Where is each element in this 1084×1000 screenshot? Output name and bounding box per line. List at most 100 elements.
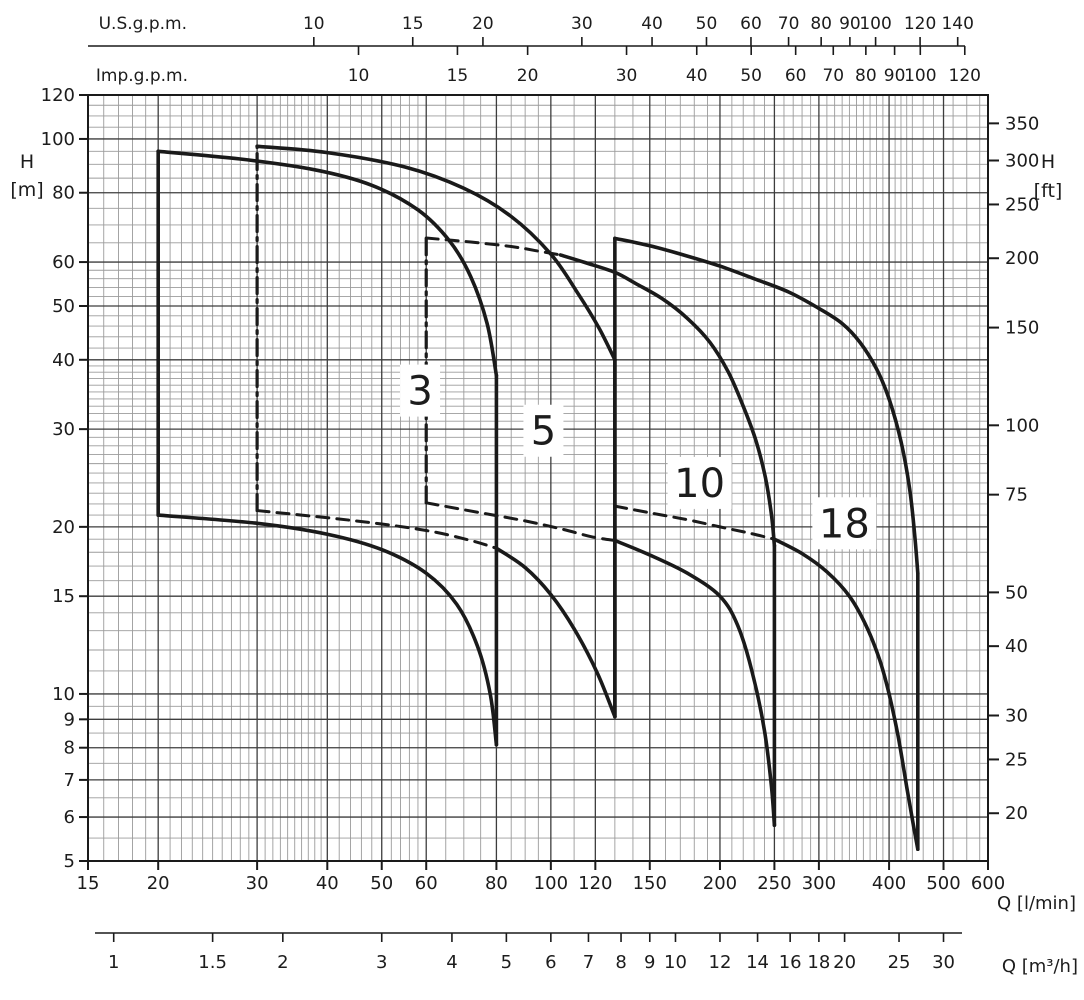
h-ft-tick-label: 200 (1005, 248, 1039, 269)
q-m3h-tick-label: 8 (615, 952, 626, 973)
h-m-tick-label: 30 (52, 419, 75, 440)
curve-label-box (667, 456, 732, 509)
h-axis-title-right: H (1041, 151, 1055, 173)
curve-label-box (812, 497, 877, 550)
h-m-tick-label: 8 (64, 738, 75, 759)
curve-label-18: 18 (812, 497, 877, 550)
model-18-max-curve (613, 236, 920, 575)
h-m-tick-label: 40 (52, 350, 75, 371)
plot-border (87, 94, 989, 862)
q-m3h-tick-label: 25 (888, 952, 911, 973)
curve-label-5: 5 (523, 404, 564, 457)
h-m-tick-label: 120 (41, 85, 75, 106)
us-gpm-tick-label: 60 (740, 14, 762, 34)
model-3-min-curve (156, 513, 499, 747)
h-m-tick-label: 10 (52, 684, 75, 705)
h-ft-tick-label: 50 (1005, 582, 1028, 603)
q-m3h-tick-label: 16 (779, 952, 802, 973)
q-lmin-tick-label: 500 (926, 873, 960, 894)
q-m3h-tick-label: 4 (446, 952, 457, 973)
q-lmin-tick-label: 100 (534, 873, 568, 894)
us-gpm-tick-label: 30 (571, 14, 593, 34)
model-5-max-curve (255, 144, 617, 362)
imp-gpm-tick-label: 90 (884, 66, 906, 86)
grid-major (87, 94, 989, 862)
imp-gpm-tick-label: 30 (616, 66, 638, 86)
axis-right-feet: 350 300 250 200 150 100 75 50 40 30 25 20 H [ft] (988, 113, 1062, 824)
q-lmin-tick-label: 60 (415, 873, 438, 894)
h-ft-tick-label: 25 (1005, 749, 1028, 770)
h-ft-tick-label: 100 (1005, 415, 1039, 436)
h-m-tick-label: 9 (64, 709, 75, 730)
q-m3h-tick-label: 2 (277, 952, 288, 973)
us-gpm-tick-label: 70 (778, 14, 800, 34)
q-lmin-axis-title: Q [l/min] (997, 893, 1076, 914)
q-lmin-tick-label: 400 (872, 873, 906, 894)
h-m-tick-label: 50 (52, 296, 75, 317)
h-axis-unit-m: [m] (10, 179, 43, 201)
h-ft-tick-label: 250 (1005, 194, 1039, 215)
imp-gpm-tick-label: 120 (949, 66, 981, 86)
us-gpm-tick-label: 20 (472, 14, 494, 34)
q-m3h-tick-label: 3 (376, 952, 387, 973)
imp-gpm-tick-label: 15 (447, 66, 469, 86)
q-m3h-tick-label: 6 (545, 952, 556, 973)
us-gpm-tick-label: 140 (941, 14, 973, 34)
h-ft-tick-label: 20 (1005, 803, 1028, 824)
h-m-tick-label: 5 (64, 851, 75, 872)
us-gpm-tick-label: 80 (810, 14, 832, 34)
curve-label-text: 18 (819, 501, 870, 547)
q-lmin-tick-label: 20 (147, 873, 170, 894)
curve-label-10: 10 (667, 456, 732, 509)
axis-bottom-m3h: 1 1.5 2 3 4 5 6 7 8 9 10 12 14 16 18 20 25 30 Q [m³/h] (95, 932, 1078, 977)
q-m3h-tick-label: 18 (807, 952, 830, 973)
curve-label-text: 10 (674, 461, 725, 507)
imp-gpm-tick-label: 20 (517, 66, 539, 86)
h-m-tick-label: 80 (52, 183, 75, 204)
us-gpm-axis-title: U.S.g.p.m. (99, 14, 187, 34)
h-ft-tick-label: 30 (1005, 706, 1028, 727)
h-ft-tick-label: 75 (1005, 485, 1028, 506)
us-gpm-tick-label: 40 (641, 14, 663, 34)
q-lmin-tick-label: 15 (77, 873, 100, 894)
q-lmin-tick-label: 50 (370, 873, 393, 894)
curve-label-text: 5 (531, 409, 556, 455)
us-gpm-tick-label: 50 (696, 14, 718, 34)
h-m-tick-label: 15 (52, 586, 75, 607)
h-ft-tick-label: 350 (1005, 113, 1039, 134)
imp-gpm-tick-label: 80 (855, 66, 877, 86)
q-m3h-tick-label: 1 (108, 952, 119, 973)
grid-minor (88, 95, 988, 861)
imp-gpm-axis-title: Imp.g.p.m. (96, 66, 188, 86)
q-lmin-tick-label: 120 (578, 873, 612, 894)
q-m3h-tick-label: 9 (644, 952, 655, 973)
model-10-max-curve-overlap (424, 236, 562, 257)
model-5-min-curve-overlap (255, 509, 498, 550)
model-5-min-curve (494, 546, 617, 719)
q-m3h-tick-label: 10 (664, 952, 687, 973)
imp-gpm-tick-label: 40 (686, 66, 708, 86)
q-lmin-tick-label: 250 (757, 873, 791, 894)
q-lmin-tick-label: 150 (633, 873, 667, 894)
axis-bottom-lmin: 15 20 30 40 50 60 80 100 120 150 200 250 300 400 500 60… (77, 861, 1076, 914)
h-m-tick-label: 100 (41, 129, 75, 150)
h-ft-tick-label: 40 (1005, 636, 1028, 657)
q-lmin-tick-label: 300 (802, 873, 836, 894)
axis-left-meters: 120 100 80 60 50 40 30 20 15 10 9 8 7 6 5 H [m] (10, 85, 88, 872)
model-10-min-curve-overlap (424, 501, 617, 542)
curve-label-box (523, 404, 564, 457)
imp-gpm-tick-label: 100 (904, 66, 936, 86)
q-m3h-tick-label: 20 (833, 952, 856, 973)
model-3-max-curve (156, 149, 499, 378)
curve-label-text: 3 (407, 369, 432, 415)
h-m-tick-label: 7 (64, 770, 75, 791)
model-10-min-curve (613, 538, 777, 827)
imp-gpm-tick-label: 10 (348, 66, 370, 86)
model-18-min-curve-overlap (613, 504, 776, 541)
us-gpm-tick-label: 10 (303, 14, 325, 34)
q-m3h-tick-label: 14 (746, 952, 769, 973)
h-m-tick-label: 20 (52, 517, 75, 538)
